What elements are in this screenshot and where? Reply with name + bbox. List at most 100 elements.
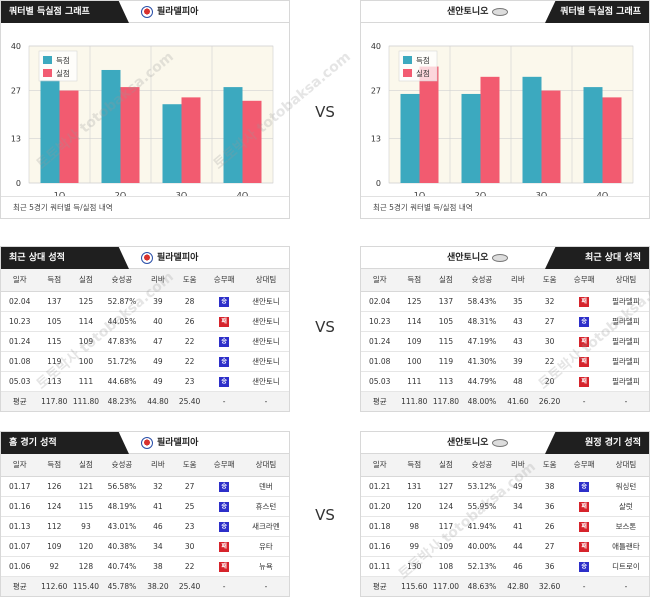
table-cell: 109 <box>70 331 102 352</box>
table-cell: 34 <box>142 536 174 557</box>
average-row: 평균 112.60 115.40 45.78% 38.20 25.40- - <box>1 576 289 596</box>
table-cell: 51.72% <box>101 351 143 372</box>
table-row: 01.08 119 100 51.72% 49 22 승 샌안토니 <box>1 351 289 372</box>
table-cell: 22 <box>173 351 206 372</box>
table-cell: 126 <box>38 476 71 497</box>
right-chart-team: 샌안토니오 <box>447 1 509 23</box>
win-badge: 승 <box>219 481 230 492</box>
table-cell: 115 <box>430 331 462 352</box>
average-cell: 111.80 <box>70 391 102 411</box>
column-header: 일자 <box>361 454 399 477</box>
table-cell: 새크라멘 <box>242 516 289 537</box>
win-badge: 승 <box>579 481 590 492</box>
legend-label: 실점 <box>56 68 70 78</box>
bar <box>101 69 121 183</box>
table-cell: 114 <box>398 311 431 332</box>
column-header: 득점 <box>38 454 71 477</box>
table-cell: 01.20 <box>361 496 399 517</box>
result-cell: 패 <box>205 311 243 332</box>
bar <box>120 87 140 183</box>
average-cell: 112.60 <box>38 576 71 596</box>
result-cell: 승 <box>565 476 603 497</box>
table-cell: 124 <box>38 496 71 517</box>
average-cell: 32.60 <box>533 576 566 596</box>
y-tick-label: 27 <box>371 87 381 96</box>
left-chart-team: 필라델피아 <box>141 1 198 23</box>
table-row: 01.17 126 121 56.58% 32 27 승 덴버 <box>1 476 289 497</box>
table-cell: 109 <box>38 536 71 557</box>
table-cell: 100 <box>398 351 431 372</box>
result-cell: 승 <box>205 351 243 372</box>
table-cell: 41.94% <box>461 516 503 537</box>
table-cell: 114 <box>70 311 102 332</box>
table-cell: 109 <box>430 536 462 557</box>
table-cell: 01.06 <box>1 556 39 577</box>
result-cell: 승 <box>205 476 243 497</box>
result-cell: 패 <box>565 536 603 557</box>
left-chart-team-name: 필라델피아 <box>157 7 199 17</box>
table-cell: 46 <box>502 556 534 577</box>
result-cell: 승 <box>205 496 243 517</box>
table-row: 01.11 130 108 52.13% 46 36 승 디트로이 <box>361 556 649 577</box>
win-badge: 승 <box>219 521 230 532</box>
table-cell: 샌안토니 <box>242 311 289 332</box>
y-tick-label: 0 <box>376 179 381 188</box>
table-cell: 10.23 <box>1 311 39 332</box>
table-cell: 05.03 <box>1 371 39 392</box>
table-cell: 44 <box>502 536 534 557</box>
column-header: 리바 <box>502 454 534 477</box>
table-cell: 48.31% <box>461 311 503 332</box>
column-header: 도움 <box>173 454 206 477</box>
table-cell: 105 <box>430 311 462 332</box>
vs-label-2: VS <box>315 318 335 336</box>
table-header-row: 일자 득점 실점 슛성공 리바 도움 승무패 상대팀 <box>361 269 649 292</box>
table-cell: 36 <box>533 556 566 577</box>
spurs-logo-icon <box>492 8 509 16</box>
average-cell: - <box>602 576 649 596</box>
table-row: 05.03 111 113 44.79% 48 20 패 필라델피 <box>361 371 649 392</box>
table-cell: 워싱턴 <box>602 476 649 497</box>
table-cell: 28 <box>173 291 206 312</box>
left-quarter-chart: 0 13 27 40 1Q 2Q 3Q 4Q 득점 실점 <box>1 23 289 196</box>
result-cell: 승 <box>205 291 243 312</box>
table-row: 10.23 114 105 48.31% 43 27 승 필라델피 <box>361 311 649 332</box>
average-cell: - <box>205 391 243 411</box>
column-header: 실점 <box>70 269 102 292</box>
column-header: 도움 <box>533 269 566 292</box>
vs-label-1: VS <box>315 103 335 121</box>
right-chart-tab: 쿼터별 득실점 그래프 <box>545 1 649 23</box>
table-cell: 샌안토니 <box>242 371 289 392</box>
average-cell: 25.40 <box>173 391 206 411</box>
column-header: 슛성공 <box>101 269 143 292</box>
result-cell: 패 <box>565 496 603 517</box>
average-cell: 115.40 <box>70 576 102 596</box>
table-row: 02.04 137 125 52.87% 39 28 승 샌안토니 <box>1 291 289 312</box>
column-header: 상대팀 <box>242 454 289 477</box>
table-cell: 26 <box>533 516 566 537</box>
table-cell: 01.18 <box>361 516 399 537</box>
column-header: 슛성공 <box>461 269 503 292</box>
column-header: 리바 <box>502 269 534 292</box>
bar <box>583 87 603 183</box>
table-cell: 41 <box>502 516 534 537</box>
table-cell: 22 <box>173 556 206 577</box>
table-cell: 01.11 <box>361 556 399 577</box>
left-games-table: 일자 득점 실점 슛성공 리바 도움 승무패 상대팀 01.17 126 121 56.58% 32 27… <box>1 454 289 596</box>
left-chart-header: 쿼터별 득실점 그래프 필라델피아 <box>1 1 289 23</box>
legend-label: 득점 <box>56 55 70 65</box>
table-cell: 26 <box>173 311 206 332</box>
column-header: 슛성공 <box>461 454 503 477</box>
average-cell: - <box>565 391 603 411</box>
bar <box>400 93 420 183</box>
table-cell: 애틀랜타 <box>602 536 649 557</box>
result-cell: 패 <box>205 536 243 557</box>
table-cell: 117 <box>430 516 462 537</box>
result-cell: 승 <box>205 371 243 392</box>
table-row: 01.18 98 117 41.94% 41 26 패 보스톤 <box>361 516 649 537</box>
win-badge: 승 <box>579 561 590 572</box>
column-header: 상대팀 <box>242 269 289 292</box>
bar <box>541 90 561 183</box>
y-tick-label: 40 <box>11 42 21 51</box>
